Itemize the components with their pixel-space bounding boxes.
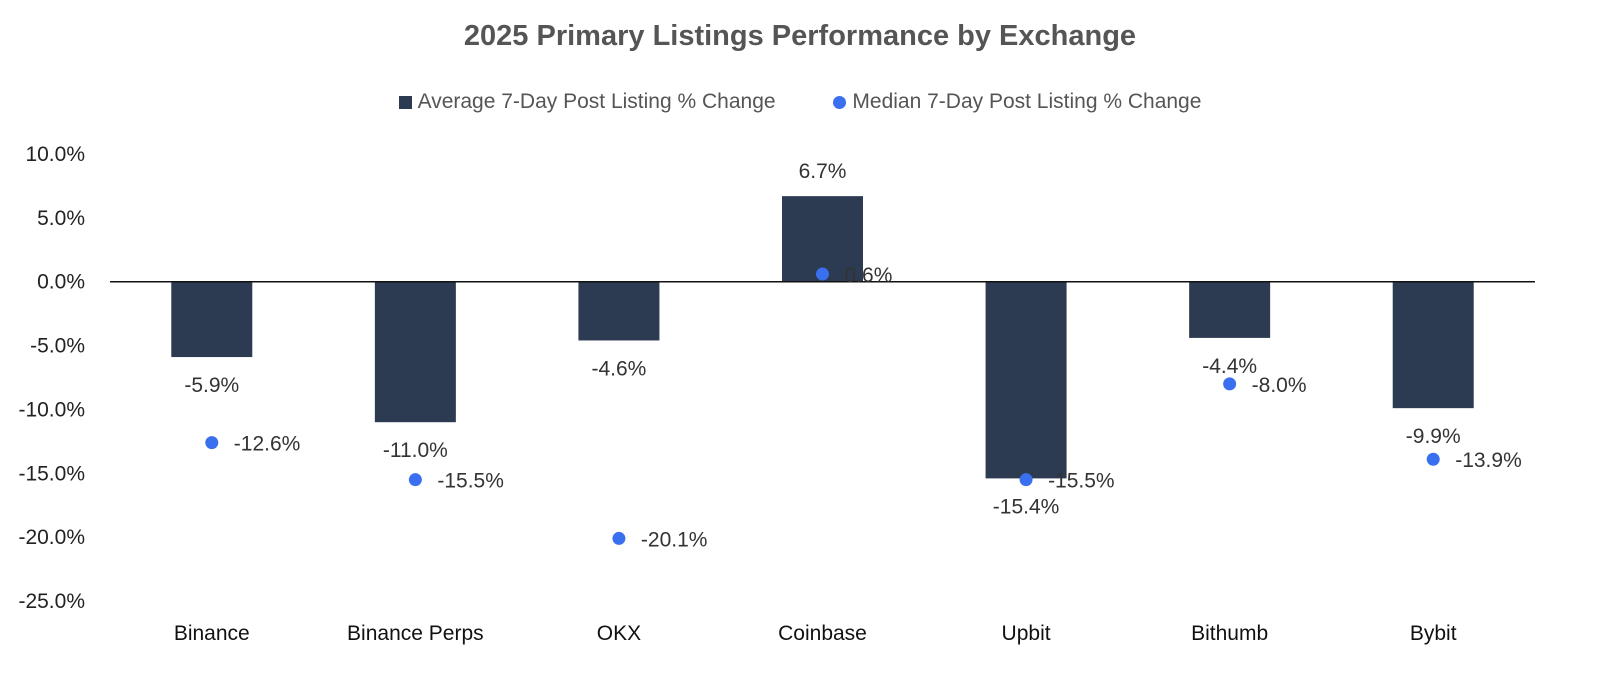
bar [1392, 281, 1474, 409]
legend-item-median: Median 7-Day Post Listing % Change [833, 90, 1201, 114]
bar [578, 281, 660, 341]
median-marker [1426, 452, 1440, 466]
y-tick-label: 10.0% [25, 143, 85, 166]
median-data-label: -12.6% [234, 433, 301, 456]
median-data-label: -13.9% [1455, 449, 1522, 472]
median-data-label: -15.5% [1048, 470, 1115, 493]
y-tick-label: -20.0% [18, 526, 85, 549]
x-tick-label: Binance [174, 622, 250, 645]
legend-swatch-average [398, 95, 412, 109]
bar [1189, 281, 1271, 338]
chart-title: 2025 Primary Listings Performance by Exc… [463, 20, 1137, 52]
median-data-label: -15.5% [437, 470, 504, 493]
y-tick-label: -15.0% [18, 462, 85, 485]
bar [985, 281, 1067, 479]
legend-item-average: Average 7-Day Post Listing % Change [398, 90, 776, 114]
bar-data-label: -4.6% [591, 357, 646, 380]
bar-data-label: -11.0% [383, 439, 448, 462]
legend-label-median: Median 7-Day Post Listing % Change [852, 90, 1202, 113]
median-marker [1223, 377, 1237, 391]
median-marker [1019, 473, 1033, 487]
median-marker [205, 436, 219, 450]
legend-label-average: Average 7-Day Post Listing % Change [417, 90, 776, 113]
bar-data-label: -15.4% [993, 495, 1060, 518]
bar-data-label: -5.9% [184, 374, 239, 397]
legend-marker-median [833, 95, 847, 109]
x-tick-label: Bithumb [1191, 622, 1268, 645]
median-data-label: 0.6% [845, 264, 893, 287]
median-marker [612, 531, 626, 545]
bar [782, 196, 863, 282]
bar [374, 281, 456, 423]
x-tick-label: Coinbase [778, 622, 867, 645]
x-tick-label: Upbit [1002, 622, 1051, 645]
y-tick-label: 0.0% [37, 271, 85, 294]
bar-data-label: -9.9% [1406, 425, 1461, 448]
y-tick-label: -25.0% [18, 590, 85, 613]
x-tick-label: Binance Perps [347, 622, 484, 645]
bar-data-label: -4.4% [1202, 355, 1257, 378]
x-tick-label: Bybit [1410, 622, 1457, 645]
median-marker [816, 267, 829, 281]
y-tick-label: -5.0% [30, 335, 85, 358]
bar [171, 281, 253, 358]
y-tick-label: 5.0% [37, 207, 85, 230]
median-data-label: -20.1% [641, 528, 708, 551]
bar-data-label: 6.7% [799, 160, 847, 183]
y-tick-label: -10.0% [18, 398, 85, 421]
legend: Average 7-Day Post Listing % Change Medi… [0, 90, 1600, 115]
median-data-label: -8.0% [1252, 374, 1307, 397]
median-marker [408, 473, 422, 487]
x-tick-label: OKX [597, 622, 641, 645]
